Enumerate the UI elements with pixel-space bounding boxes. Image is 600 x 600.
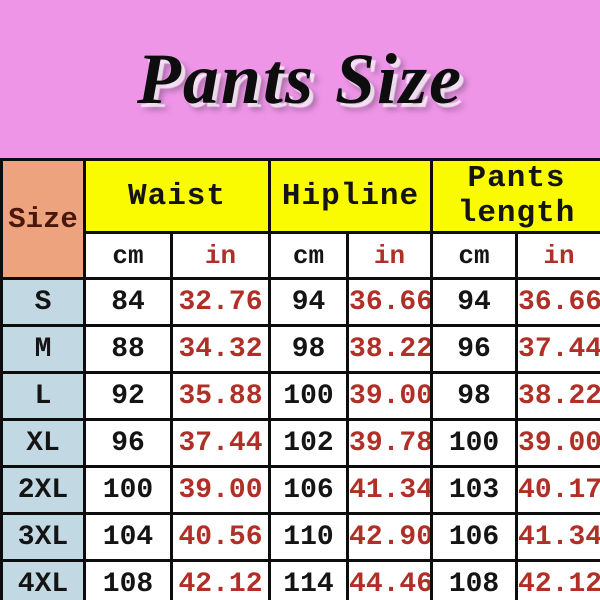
size-cell: 4XL xyxy=(0,559,86,600)
value-cell-hipline-in: 36.66 xyxy=(346,277,434,327)
value-cell-waist-in: 39.00 xyxy=(169,465,272,515)
value-cell-length-cm: 94 xyxy=(430,277,519,327)
value-cell-length-cm: 96 xyxy=(430,324,519,374)
value-cell-waist-in: 42.12 xyxy=(169,559,272,600)
value-cell-waist-cm: 104 xyxy=(83,512,173,562)
size-cell: 2XL xyxy=(0,465,86,515)
value-cell-length-cm: 103 xyxy=(430,465,519,515)
value-cell-length-in: 42.12 xyxy=(515,559,600,600)
value-cell-hipline-cm: 94 xyxy=(268,277,350,327)
table-row-2xl: 2XL 100 39.00 106 41.34 103 40.17 xyxy=(0,465,600,515)
column-group-waist: Waist xyxy=(82,158,272,234)
value-cell-waist-cm: 92 xyxy=(83,371,173,421)
unit-header-length-cm: cm xyxy=(430,231,519,280)
unit-header-hipline-in: in xyxy=(346,231,434,280)
table-row-s: S 84 32.76 94 36.66 94 36.66 xyxy=(0,277,600,327)
value-cell-length-in: 38.22 xyxy=(515,371,600,421)
value-cell-length-cm: 98 xyxy=(430,371,519,421)
value-cell-hipline-in: 39.00 xyxy=(346,371,434,421)
table-row-m: M 88 34.32 98 38.22 96 37.44 xyxy=(0,324,600,374)
unit-header-waist-cm: cm xyxy=(83,231,173,280)
pants-size-table: Size Waist Hipline Pants length cm in cm… xyxy=(0,158,600,600)
value-cell-length-in: 39.00 xyxy=(515,418,600,468)
header-row-units: cm in cm in cm in xyxy=(2,231,600,280)
unit-header-hipline-cm: cm xyxy=(268,231,350,280)
header-row-groups: Size Waist Hipline Pants length xyxy=(0,158,600,280)
value-cell-waist-in: 32.76 xyxy=(169,277,272,327)
value-cell-waist-in: 34.32 xyxy=(169,324,272,374)
value-cell-length-in: 37.44 xyxy=(515,324,600,374)
size-column-header: Size xyxy=(0,158,86,280)
value-cell-length-in: 41.34 xyxy=(515,512,600,562)
value-cell-waist-cm: 88 xyxy=(83,324,173,374)
title-banner: Pants Size xyxy=(0,0,600,158)
page-title: Pants Size xyxy=(136,38,464,119)
value-cell-waist-cm: 108 xyxy=(83,559,173,600)
value-cell-hipline-in: 42.90 xyxy=(346,512,434,562)
value-cell-waist-cm: 96 xyxy=(83,418,173,468)
table-row-3xl: 3XL 104 40.56 110 42.90 106 41.34 xyxy=(0,512,600,562)
value-cell-length-in: 36.66 xyxy=(515,277,600,327)
column-group-hipline: Hipline xyxy=(268,158,434,234)
value-cell-hipline-in: 44.46 xyxy=(346,559,434,600)
unit-header-waist-in: in xyxy=(169,231,272,280)
value-cell-hipline-in: 39.78 xyxy=(346,418,434,468)
value-cell-hipline-in: 38.22 xyxy=(346,324,434,374)
value-cell-hipline-cm: 98 xyxy=(268,324,350,374)
value-cell-hipline-cm: 110 xyxy=(268,512,350,562)
table-row-4xl: 4XL 108 42.12 114 44.46 108 42.12 xyxy=(0,559,600,600)
size-cell: L xyxy=(0,371,86,421)
column-group-pants-length: Pants length xyxy=(430,158,600,234)
value-cell-hipline-cm: 100 xyxy=(268,371,350,421)
value-cell-waist-in: 40.56 xyxy=(169,512,272,562)
unit-header-length-in: in xyxy=(515,231,600,280)
value-cell-hipline-cm: 114 xyxy=(268,559,350,600)
table-row-xl: XL 96 37.44 102 39.78 100 39.00 xyxy=(0,418,600,468)
size-cell: XL xyxy=(0,418,86,468)
value-cell-waist-in: 35.88 xyxy=(169,371,272,421)
size-cell: S xyxy=(0,277,86,327)
value-cell-length-cm: 106 xyxy=(430,512,519,562)
size-cell: M xyxy=(0,324,86,374)
value-cell-length-in: 40.17 xyxy=(515,465,600,515)
value-cell-length-cm: 100 xyxy=(430,418,519,468)
value-cell-hipline-in: 41.34 xyxy=(346,465,434,515)
table-row-l: L 92 35.88 100 39.00 98 38.22 xyxy=(0,371,600,421)
value-cell-waist-cm: 84 xyxy=(83,277,173,327)
value-cell-waist-cm: 100 xyxy=(83,465,173,515)
value-cell-waist-in: 37.44 xyxy=(169,418,272,468)
size-cell: 3XL xyxy=(0,512,86,562)
value-cell-hipline-cm: 106 xyxy=(268,465,350,515)
value-cell-length-cm: 108 xyxy=(430,559,519,600)
value-cell-hipline-cm: 102 xyxy=(268,418,350,468)
